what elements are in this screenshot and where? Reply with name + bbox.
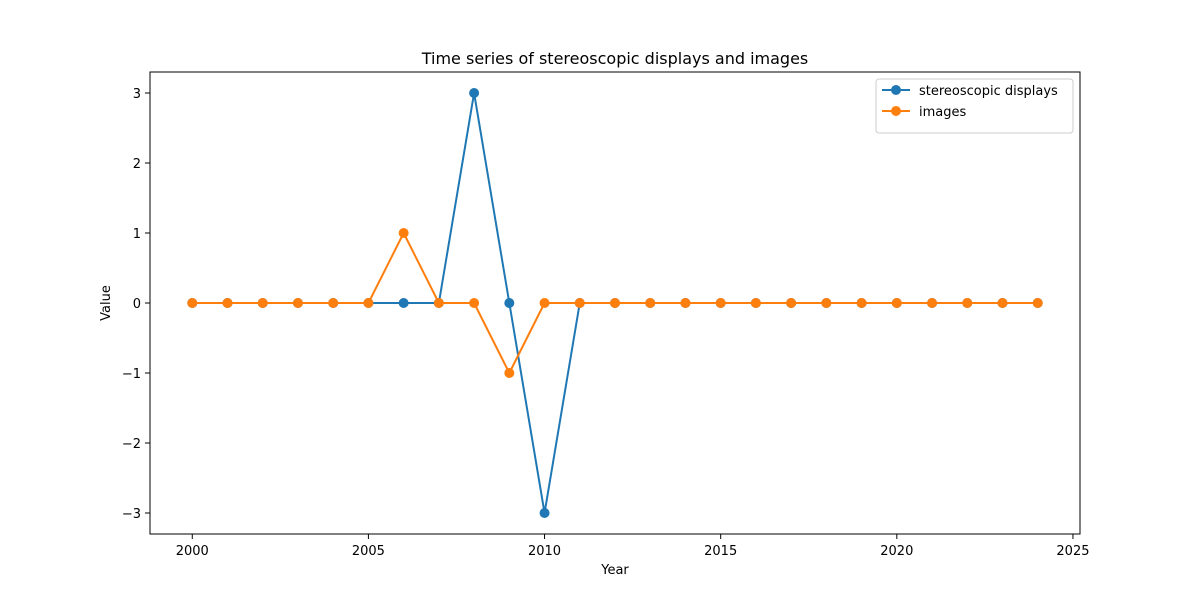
data-point [504,298,515,308]
y-tick-label: 0 [133,297,141,312]
x-tick-label: 2005 [352,544,385,559]
x-axis-title: Year [600,563,629,578]
data-point [997,298,1008,308]
chart-title: Time series of stereoscopic displays and… [421,49,809,68]
data-point [187,298,198,308]
x-tick-label: 2015 [704,544,737,559]
legend-label: stereoscopic displays [919,84,1058,99]
data-point [398,228,409,238]
data-point [856,298,867,308]
data-point [539,508,550,518]
data-point [610,298,620,308]
data-point [328,298,339,308]
y-tick-label: 1 [133,227,141,242]
y-tick-label: −1 [122,367,141,382]
data-point [645,298,656,308]
data-point [821,298,832,308]
legend-swatch-marker [891,106,901,116]
x-tick-label: 2000 [176,544,209,559]
y-tick-label: 3 [133,87,141,102]
series-2 [187,228,1043,378]
data-point [469,88,480,98]
data-point [222,298,233,308]
legend-swatch-marker [891,85,901,95]
legend-box [875,78,1074,134]
data-point [786,298,797,308]
legend-label: images [919,105,966,120]
data-point [292,298,303,308]
data-point [539,298,550,308]
legend: stereoscopic displays images [875,78,1074,134]
data-point [891,298,902,308]
x-tick-label: 2010 [528,544,561,559]
data-point [433,298,444,308]
y-axis-title: Value [99,285,114,321]
data-point [504,368,515,378]
axes: 2000 2005 2010 2015 2020 2025 −3 −2 −1 0 1 2 3 [122,71,1090,559]
data-point [750,298,761,308]
y-tick-label: 2 [133,157,141,172]
data-point [574,298,585,308]
x-tick-label: 2025 [1056,544,1089,559]
plot-area [187,88,1043,518]
data-point [257,298,268,308]
data-point [1032,298,1043,308]
data-point [927,298,938,308]
y-tick-label: −3 [122,507,141,522]
data-point [363,298,374,308]
data-point [469,298,480,308]
x-tick-label: 2020 [880,544,913,559]
data-point [398,298,409,308]
y-tick-label: −2 [122,437,141,452]
data-point [715,298,726,308]
data-point [962,298,973,308]
data-point [680,298,691,308]
